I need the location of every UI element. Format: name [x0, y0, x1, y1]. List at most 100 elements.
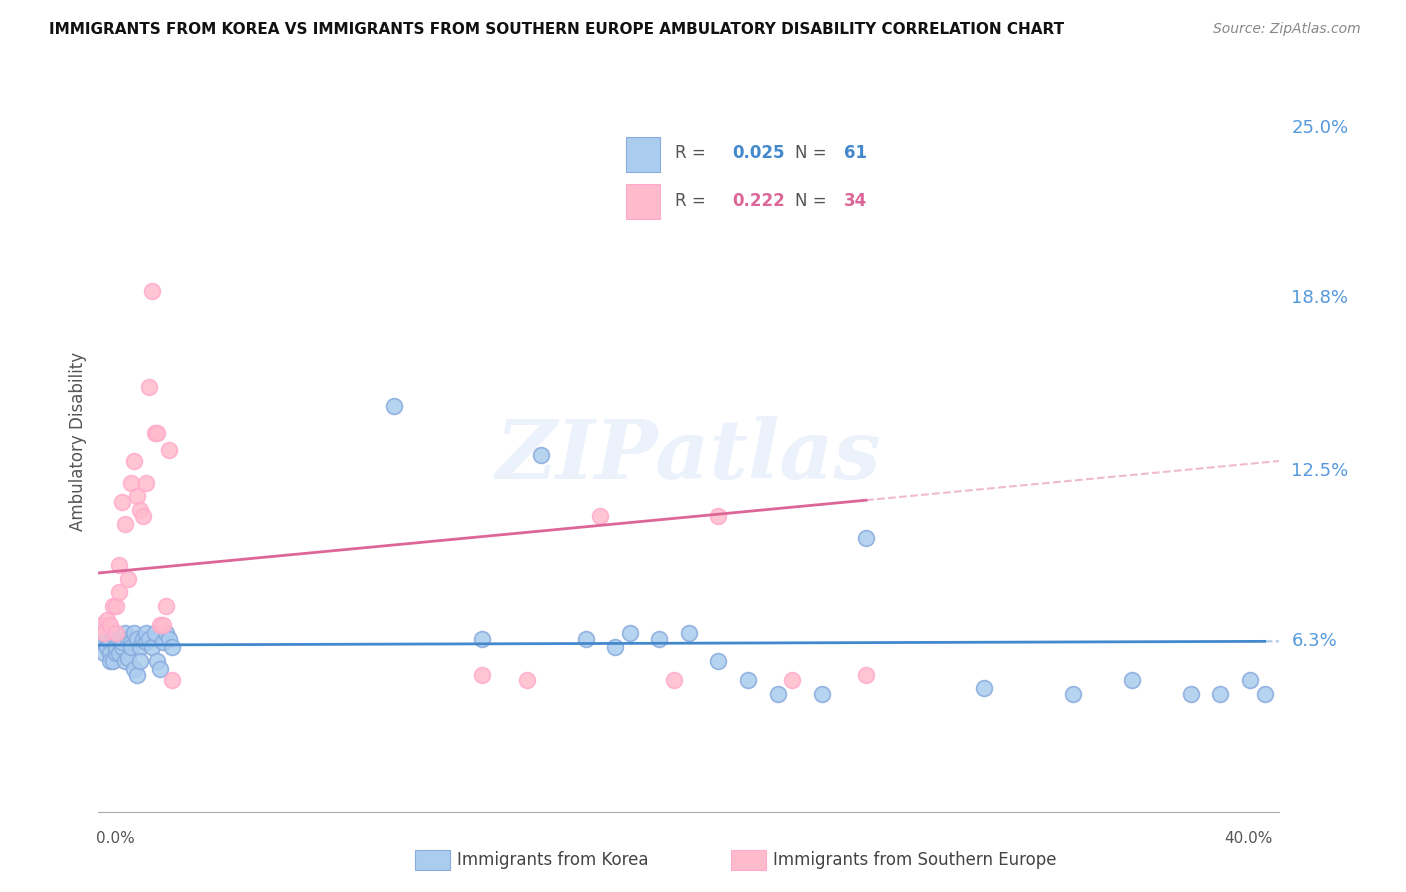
Point — [114, 654, 136, 668]
Point — [111, 495, 134, 509]
Text: 40.0%: 40.0% — [1225, 831, 1272, 846]
Point — [96, 632, 118, 646]
Point — [382, 399, 405, 413]
Point — [149, 662, 172, 676]
Point — [132, 508, 155, 523]
Point — [162, 640, 183, 655]
Point — [105, 626, 128, 640]
Point — [707, 508, 730, 523]
Point — [98, 654, 121, 668]
Point — [125, 489, 148, 503]
Point — [810, 687, 832, 701]
Point — [122, 454, 145, 468]
Point — [120, 475, 142, 490]
Point — [108, 585, 131, 599]
Point — [120, 640, 142, 655]
Point — [605, 640, 627, 655]
Point — [135, 626, 157, 640]
Point — [141, 284, 163, 298]
Point — [648, 632, 671, 646]
Point — [128, 640, 150, 655]
Point — [135, 634, 157, 648]
Point — [138, 380, 160, 394]
Point — [575, 632, 598, 646]
Point — [98, 618, 121, 632]
Point — [93, 646, 115, 660]
Point — [125, 632, 148, 646]
Point — [122, 626, 145, 640]
Point — [117, 651, 139, 665]
Point — [471, 632, 494, 646]
Point — [664, 673, 686, 687]
Point — [105, 634, 128, 648]
Point — [117, 572, 139, 586]
Point — [103, 626, 125, 640]
Y-axis label: Ambulatory Disability: Ambulatory Disability — [69, 352, 87, 531]
Point — [157, 442, 180, 457]
Point — [105, 640, 128, 655]
Point — [111, 640, 134, 655]
Point — [117, 632, 139, 646]
Point — [90, 618, 112, 632]
Point — [855, 667, 877, 681]
Point — [149, 618, 172, 632]
Point — [105, 646, 128, 660]
Point — [782, 673, 804, 687]
Text: Immigrants from Korea: Immigrants from Korea — [457, 851, 648, 869]
Point — [93, 626, 115, 640]
Point — [90, 626, 112, 640]
Point — [146, 426, 169, 441]
Point — [155, 599, 177, 613]
Point — [1239, 673, 1261, 687]
Point — [855, 531, 877, 545]
Point — [1121, 673, 1143, 687]
Point — [98, 634, 121, 648]
Point — [152, 634, 174, 648]
Point — [162, 673, 183, 687]
Point — [471, 667, 494, 681]
Point — [114, 516, 136, 531]
Point — [128, 654, 150, 668]
Point — [157, 632, 180, 646]
Text: 0.0%: 0.0% — [96, 831, 135, 846]
Point — [120, 634, 142, 648]
Point — [98, 646, 121, 660]
Point — [114, 626, 136, 640]
Point — [103, 599, 125, 613]
Point — [96, 613, 118, 627]
Point — [152, 618, 174, 632]
Point — [619, 626, 641, 640]
Text: IMMIGRANTS FROM KOREA VS IMMIGRANTS FROM SOUTHERN EUROPE AMBULATORY DISABILITY C: IMMIGRANTS FROM KOREA VS IMMIGRANTS FROM… — [49, 22, 1064, 37]
Text: ZIPatlas: ZIPatlas — [496, 417, 882, 496]
Point — [96, 640, 118, 655]
Point — [108, 646, 131, 660]
Point — [141, 640, 163, 655]
Text: Immigrants from Southern Europe: Immigrants from Southern Europe — [773, 851, 1057, 869]
Point — [108, 632, 131, 646]
Point — [93, 634, 115, 648]
Point — [138, 632, 160, 646]
Point — [108, 558, 131, 572]
Point — [111, 634, 134, 648]
Point — [766, 687, 789, 701]
Point — [105, 599, 128, 613]
Point — [589, 508, 612, 523]
Point — [973, 681, 995, 696]
Point — [132, 632, 155, 646]
Point — [143, 426, 166, 441]
Point — [122, 662, 145, 676]
Point — [707, 654, 730, 668]
Point — [128, 503, 150, 517]
Point — [1180, 687, 1202, 701]
Point — [135, 475, 157, 490]
Point — [678, 626, 700, 640]
Point — [146, 654, 169, 668]
Point — [1209, 687, 1232, 701]
Point — [1062, 687, 1084, 701]
Text: Source: ZipAtlas.com: Source: ZipAtlas.com — [1213, 22, 1361, 37]
Point — [530, 448, 553, 462]
Point — [103, 654, 125, 668]
Point — [737, 673, 759, 687]
Point — [516, 673, 538, 687]
Point — [155, 626, 177, 640]
